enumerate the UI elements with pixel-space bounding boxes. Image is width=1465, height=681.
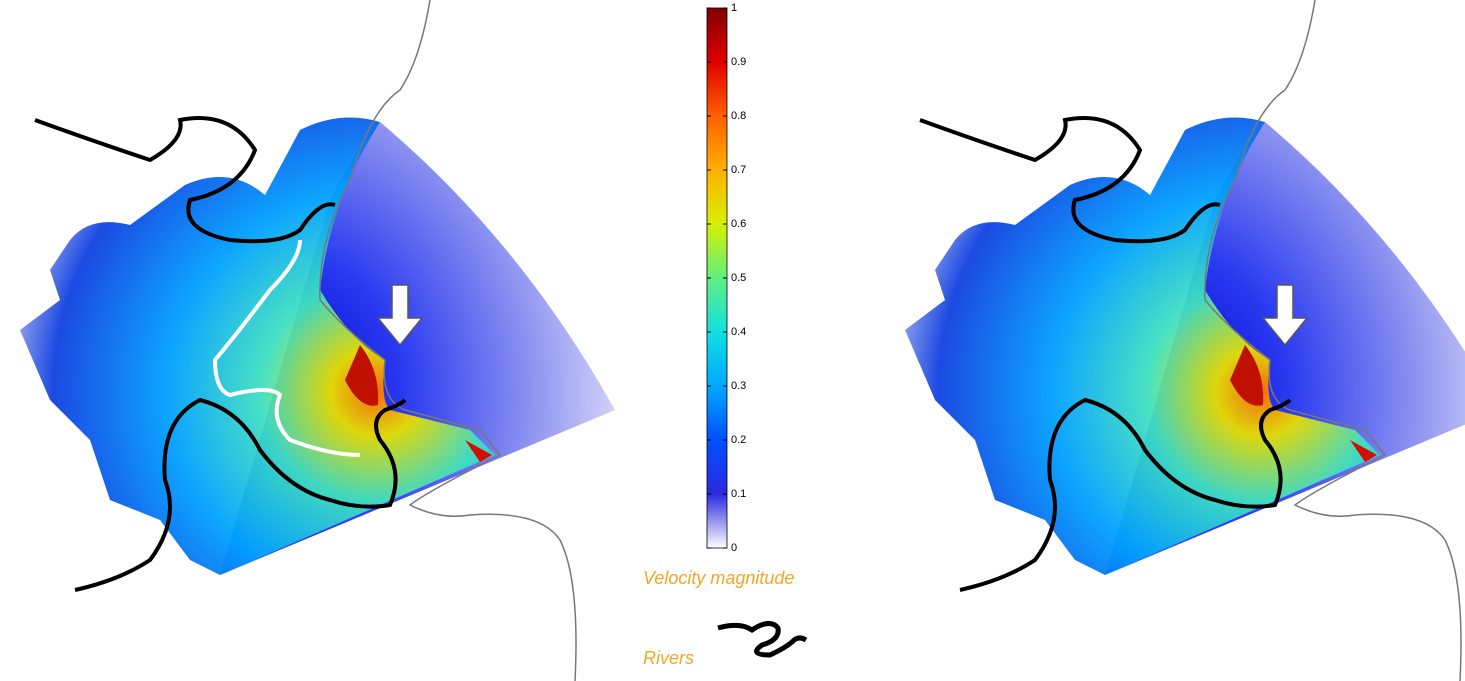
- tick-label: 0.1: [731, 488, 746, 500]
- colorbar-label: Velocity magnitude: [643, 568, 794, 588]
- tick-label: 1: [731, 2, 737, 14]
- tick-label: 0.9: [731, 56, 746, 68]
- tick-label: 0: [731, 542, 737, 554]
- figure: 0 0.1 0.2 0.3 0.4 0.5 0.6 0.7 0.8 0.9 1 Velocity m…: [0, 0, 1465, 681]
- tick-label: 0.2: [731, 434, 746, 446]
- tick-label: 0.7: [731, 164, 746, 176]
- river-legend-symbol: [718, 623, 806, 655]
- tick-label: 0.5: [731, 272, 746, 284]
- river-legend-label: Rivers: [643, 648, 694, 668]
- page: {"colorbar": {"label": "Velocity magnitu…: [0, 0, 1465, 681]
- tick-label: 0.6: [731, 218, 746, 230]
- tick-label: 0.8: [731, 110, 746, 122]
- tick-label: 0.3: [731, 380, 746, 392]
- tick-label: 0.4: [731, 326, 746, 338]
- map-left: [20, 0, 615, 681]
- map-right: [905, 0, 1465, 681]
